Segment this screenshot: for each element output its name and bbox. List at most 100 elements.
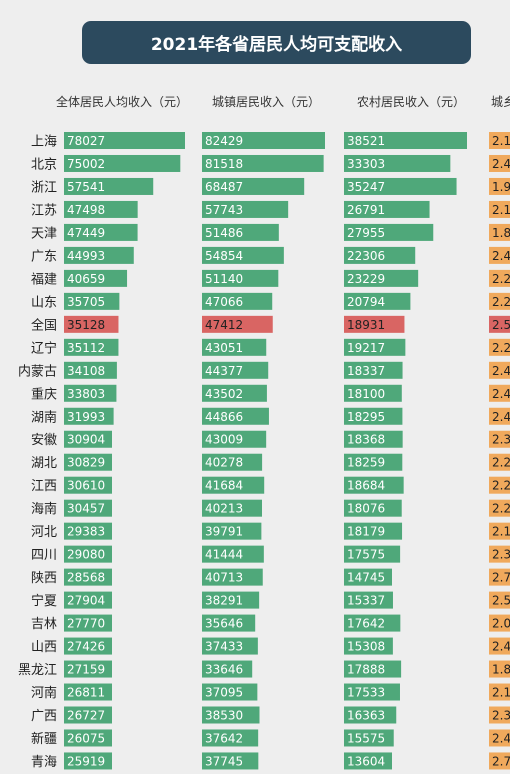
bar-value-rural: 18179 [347,525,385,539]
bar-rural [344,453,403,471]
bar-urban [202,315,273,333]
bar-ratio [489,384,510,402]
bar-value-ratio: 2.4 [492,157,510,171]
bar-rural [344,407,403,425]
row-label: 海南 [31,501,57,517]
bar-value-urban: 33646 [205,663,243,677]
bar-value-all: 47449 [67,226,105,240]
bar-rural [344,706,397,724]
bar-value-urban: 68487 [205,180,243,194]
bar-value-ratio: 2.3 [492,548,510,562]
bar-rural [344,591,393,609]
bar-value-urban: 37745 [205,754,243,768]
bar-value-all: 78027 [67,134,105,148]
bar-value-urban: 35646 [205,617,243,631]
bar-all [64,200,138,218]
bar-all [64,292,120,310]
bar-all [64,315,119,333]
bar-rural [344,499,402,517]
bar-value-urban: 54854 [205,249,243,263]
bar-rural [344,315,405,333]
bar-value-urban: 40278 [205,456,243,470]
row-label: 江西 [31,479,57,494]
bar-value-ratio: 2.2 [492,456,510,470]
row-label: 黑龙江 [18,663,57,678]
row-label: 新疆 [31,731,57,747]
row-label: 四川 [31,548,57,563]
bar-urban [202,706,260,724]
bar-urban [202,476,265,494]
header-all-residents: 全体居民人均收入（元） [56,95,189,109]
bar-value-all: 35128 [67,318,105,332]
bar-urban [202,132,325,149]
bar-urban [202,591,260,609]
bar-rural [344,177,457,195]
bar-ratio [489,522,510,540]
bar-value-all: 27159 [67,663,105,677]
bar-value-rural: 18295 [347,410,385,424]
row-label: 重庆 [31,386,57,402]
bar-value-all: 30829 [67,456,105,470]
bar-urban [202,545,264,563]
bar-value-urban: 82429 [205,134,243,148]
bar-value-urban: 51486 [205,226,243,240]
row-label: 河南 [31,685,57,701]
bar-urban [202,499,263,517]
bar-rural [344,637,393,655]
bar-value-all: 35705 [67,295,105,309]
header-urban: 城镇居民收入（元） [212,95,321,109]
header-rural: 农村居民收入（元） [357,95,466,109]
bar-value-ratio: 2.5 [492,594,510,608]
bar-all [64,246,134,264]
bar-urban [202,269,279,287]
bar-rural [344,476,404,494]
bar-value-ratio: 2.2 [492,295,510,309]
bar-value-rural: 15308 [347,640,385,654]
bar-all [64,384,117,402]
bar-value-all: 30457 [67,502,105,516]
bar-value-all: 34108 [67,364,105,378]
bar-value-all: 31993 [67,410,105,424]
bar-value-urban: 81518 [205,157,243,171]
bar-all [64,154,181,172]
bar-value-rural: 17533 [347,686,385,700]
bar-value-all: 35112 [67,341,105,355]
row-label: 湖北 [31,456,57,471]
bar-value-ratio: 2.4 [492,410,510,424]
bar-urban [202,660,253,678]
bar-urban [202,154,324,172]
bar-value-all: 27904 [67,594,105,608]
bar-ratio [489,591,510,609]
bar-urban [202,430,267,448]
bar-ratio [489,200,510,218]
bar-ratio [489,614,510,632]
row-label: 福建 [31,272,57,287]
bar-ratio [489,637,510,655]
bar-value-rural: 38521 [347,134,385,148]
row-label: 辽宁 [31,340,57,356]
bar-all [64,132,185,149]
bar-all [64,752,112,770]
bar-ratio [489,706,510,724]
row-label: 天津 [31,226,57,241]
bar-all [64,223,138,241]
bar-rural [344,132,467,149]
bar-value-urban: 47412 [205,318,243,332]
bar-urban [202,246,284,264]
bar-value-urban: 57743 [205,203,243,217]
bar-value-all: 26075 [67,731,105,745]
bar-all [64,568,112,586]
bar-value-urban: 38530 [205,709,243,723]
bar-value-urban: 44866 [205,410,243,424]
row-label: 青海 [31,755,57,770]
bar-value-rural: 18684 [347,479,385,493]
bar-value-ratio: 1.8 [492,226,510,240]
bar-value-rural: 18076 [347,502,385,516]
bar-value-rural: 33303 [347,157,385,171]
bar-value-all: 30904 [67,433,105,447]
bar-rural [344,269,419,287]
bar-rural [344,200,430,218]
bar-value-all: 27770 [67,617,105,631]
bar-urban [202,384,267,402]
